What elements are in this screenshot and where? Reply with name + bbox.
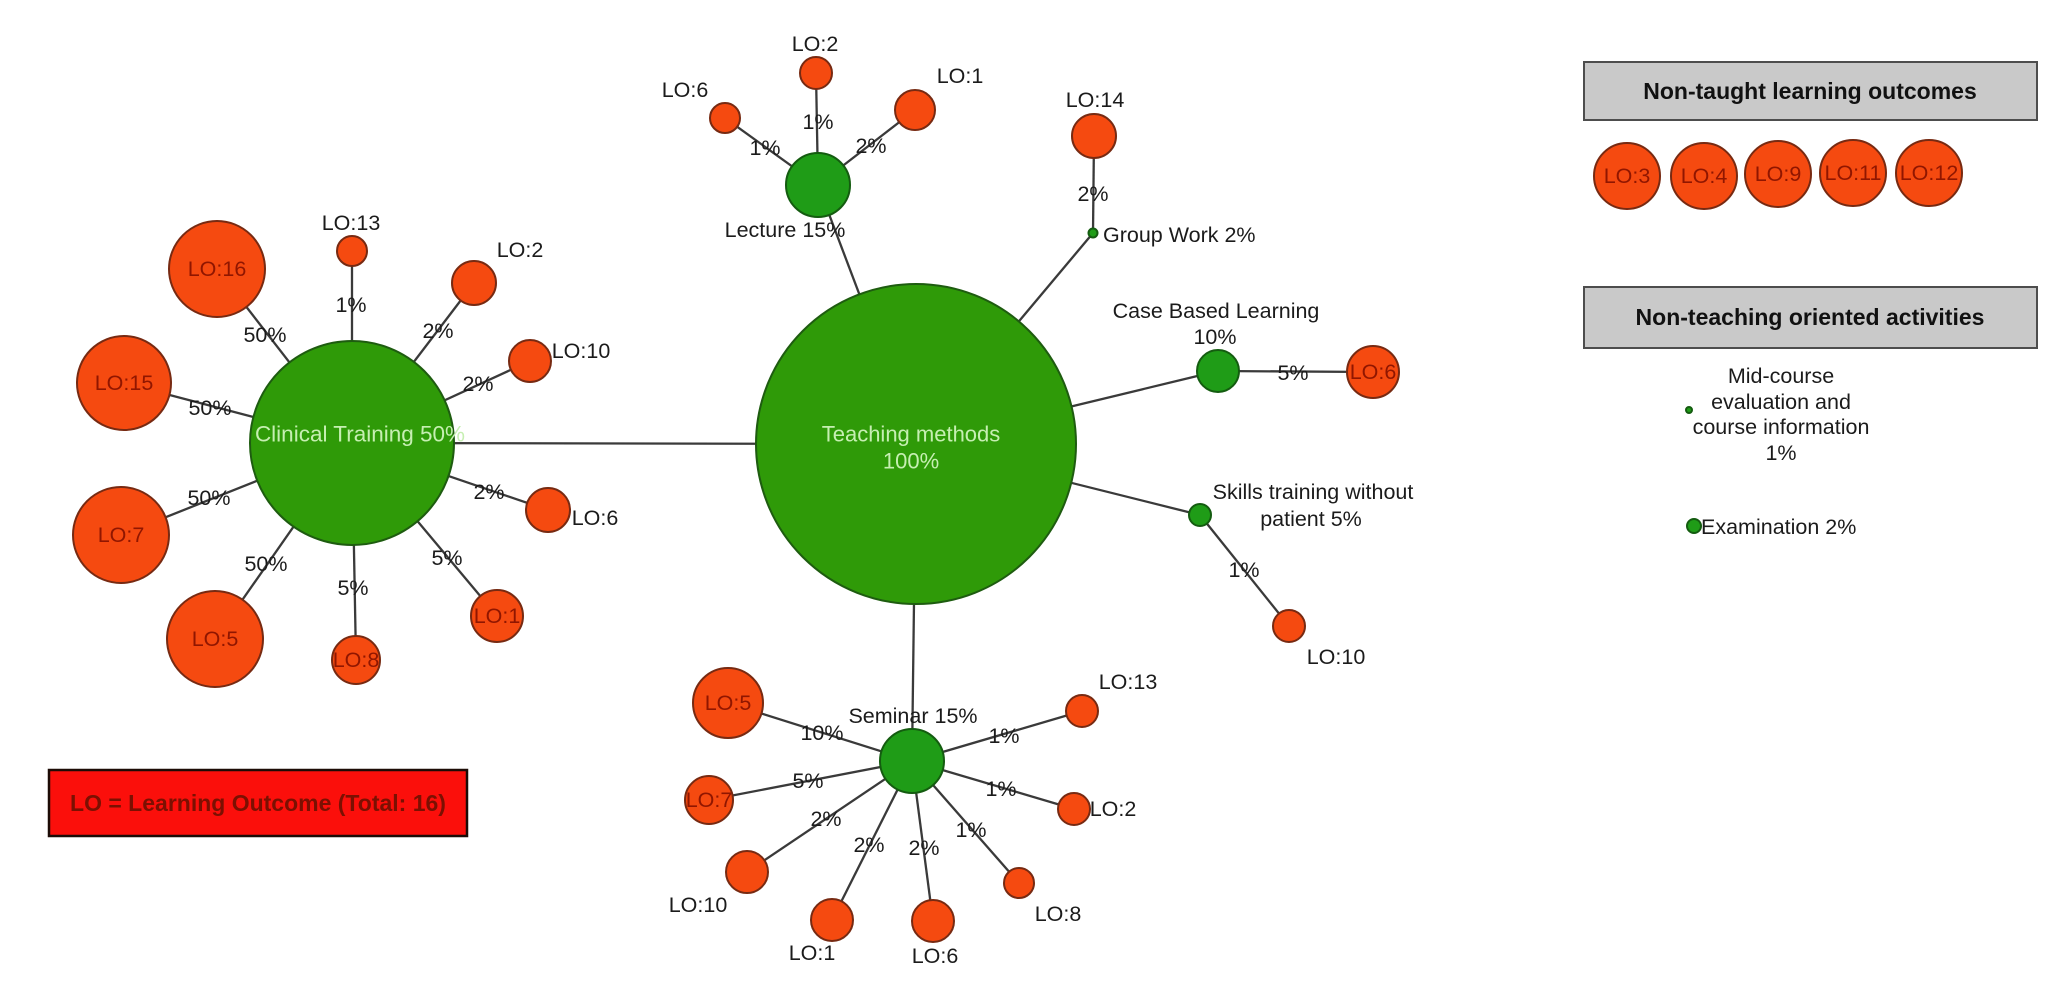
svg-text:1%: 1% (802, 110, 833, 134)
svg-text:LO:2: LO:2 (497, 238, 544, 262)
svg-text:Teaching methods: Teaching methods (822, 422, 1001, 447)
svg-text:LO:16: LO:16 (188, 257, 247, 281)
svg-text:LO:10: LO:10 (552, 339, 611, 363)
svg-text:LO:12: LO:12 (1900, 161, 1959, 185)
svg-text:LO:1: LO:1 (937, 64, 984, 88)
svg-text:LO:5: LO:5 (705, 691, 752, 715)
svg-text:LO:13: LO:13 (322, 211, 381, 235)
svg-text:5%: 5% (1277, 361, 1308, 385)
svg-text:1%: 1% (988, 724, 1019, 748)
svg-text:LO:9: LO:9 (1755, 162, 1802, 186)
svg-text:2%: 2% (473, 480, 504, 504)
svg-text:LO:13: LO:13 (1099, 670, 1158, 694)
svg-text:1%: 1% (1228, 558, 1259, 582)
svg-text:LO = Learning Outcome (Total:: LO = Learning Outcome (Total: 16) (70, 790, 446, 816)
svg-text:100%: 100% (883, 449, 939, 474)
svg-text:Non-teaching oriented activiti: Non-teaching oriented activities (1636, 304, 1985, 330)
svg-text:evaluation and: evaluation and (1711, 390, 1851, 414)
svg-text:LO:10: LO:10 (669, 893, 728, 917)
svg-text:Skills training without: Skills training without (1213, 480, 1414, 504)
svg-text:2%: 2% (855, 134, 886, 158)
svg-text:Examination 2%: Examination 2% (1701, 515, 1856, 539)
svg-text:5%: 5% (337, 576, 368, 600)
svg-text:LO:6: LO:6 (572, 506, 619, 530)
svg-text:Clinical Training 50%: Clinical Training 50% (255, 422, 465, 447)
svg-text:patient 5%: patient 5% (1260, 507, 1362, 531)
svg-text:1%: 1% (955, 818, 986, 842)
svg-text:LO:2: LO:2 (792, 32, 839, 56)
svg-text:LO:7: LO:7 (686, 788, 733, 812)
svg-text:10%: 10% (800, 721, 843, 745)
svg-text:Lecture 15%: Lecture 15% (725, 218, 846, 242)
svg-text:2%: 2% (1077, 182, 1108, 206)
svg-text:5%: 5% (792, 769, 823, 793)
svg-text:LO:15: LO:15 (95, 371, 154, 395)
svg-text:LO:10: LO:10 (1307, 645, 1366, 669)
svg-text:1%: 1% (335, 293, 366, 317)
svg-text:LO:6: LO:6 (662, 78, 709, 102)
svg-text:1%: 1% (985, 777, 1016, 801)
svg-text:2%: 2% (422, 319, 453, 343)
svg-text:Case Based Learning: Case Based Learning (1113, 299, 1320, 323)
svg-text:2%: 2% (853, 833, 884, 857)
svg-text:Group Work 2%: Group Work 2% (1103, 223, 1256, 247)
svg-text:2%: 2% (908, 836, 939, 860)
svg-text:LO:14: LO:14 (1066, 88, 1125, 112)
svg-text:2%: 2% (462, 372, 493, 396)
svg-text:LO:1: LO:1 (474, 604, 521, 628)
svg-text:LO:6: LO:6 (1350, 360, 1397, 384)
svg-text:LO:2: LO:2 (1090, 797, 1137, 821)
svg-text:LO:4: LO:4 (1681, 164, 1728, 188)
svg-text:LO:7: LO:7 (98, 523, 145, 547)
svg-text:Non-taught learning outcomes: Non-taught learning outcomes (1643, 78, 1977, 104)
svg-text:LO:8: LO:8 (333, 648, 380, 672)
svg-text:LO:6: LO:6 (912, 944, 959, 968)
svg-text:1%: 1% (1765, 441, 1796, 465)
svg-text:50%: 50% (187, 486, 230, 510)
svg-text:LO:1: LO:1 (789, 941, 836, 965)
svg-text:LO:11: LO:11 (1825, 161, 1882, 185)
svg-text:Mid-course: Mid-course (1728, 364, 1834, 388)
svg-text:LO:3: LO:3 (1604, 164, 1651, 188)
svg-text:2%: 2% (810, 807, 841, 831)
svg-text:50%: 50% (188, 396, 231, 420)
svg-text:LO:8: LO:8 (1035, 902, 1082, 926)
svg-text:50%: 50% (243, 323, 286, 347)
svg-text:5%: 5% (431, 546, 462, 570)
svg-text:1%: 1% (749, 136, 780, 160)
svg-text:50%: 50% (244, 552, 287, 576)
svg-text:course information: course information (1693, 415, 1870, 439)
svg-text:10%: 10% (1193, 325, 1236, 349)
svg-text:LO:5: LO:5 (192, 627, 239, 651)
svg-text:Seminar 15%: Seminar 15% (848, 704, 977, 728)
